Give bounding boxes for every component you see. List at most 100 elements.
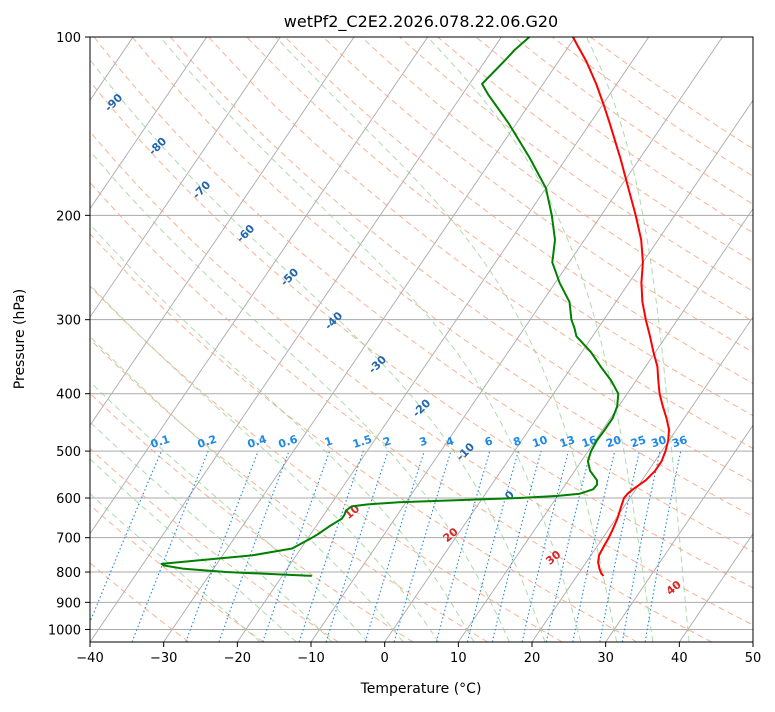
moist-adiabat-label: -30: [366, 353, 389, 376]
isotherm-line: [0, 37, 280, 642]
moist-adiabat-label: -50: [278, 265, 301, 288]
isotherm-line: [606, 37, 775, 642]
mixing-ratio-line: [436, 451, 489, 642]
isotherm-line: [753, 37, 775, 642]
dry-adiabat-line: [0, 37, 413, 642]
isotherm-line: [679, 37, 775, 642]
moist-adiabat-label: -90: [102, 91, 125, 114]
mixing-ratio-label: 1.5: [351, 433, 374, 451]
dry-adiabat-line: [170, 37, 775, 642]
y-tick-label: 600: [56, 492, 81, 507]
profile-lines: [162, 37, 670, 576]
dry-adiabat-line: [209, 37, 775, 642]
mixing-ratio-label: 8: [512, 434, 523, 449]
y-tick-label: 500: [56, 445, 81, 460]
dry-adiabat-line: [0, 37, 637, 642]
mixing-ratio-line: [600, 451, 640, 642]
mixing-ratio-line: [365, 451, 424, 642]
chart-title: wetPf2_C2E2.2026.078.22.06.G20: [284, 12, 558, 32]
x-axis-label: Temperature (°C): [360, 681, 482, 697]
mixing-ratio-line: [468, 451, 519, 642]
mixing-ratio-line: [492, 451, 541, 642]
dry-adiabat-line: [0, 37, 338, 642]
dry-adiabat-line: [438, 37, 775, 642]
mixing-ratio-label: 20: [604, 433, 623, 450]
y-tick-label: 300: [56, 314, 81, 329]
x-tick-label: 30: [597, 651, 614, 666]
isotherm-line: [90, 37, 501, 642]
dry-adiabat-line: [0, 37, 712, 642]
mixing-ratio-label: 1: [323, 434, 334, 449]
mixing-ratio-line: [394, 451, 451, 642]
mixing-ratio-label: 0.1: [149, 433, 172, 451]
moist-adiabat-label: -70: [190, 178, 213, 201]
mixing-ratio-line: [82, 451, 162, 642]
background-lines: [0, 37, 775, 642]
mixing-ratio-label: 4: [444, 434, 456, 449]
moist-adiabat-line: [0, 37, 368, 642]
y-tick-label: 100: [56, 31, 81, 46]
x-tick-label: 40: [671, 651, 688, 666]
plot-frame: [90, 37, 753, 642]
x-tick-label: 0: [381, 651, 389, 666]
y-axis-label: Pressure (hPa): [12, 289, 28, 389]
dry-adiabat-line: [94, 37, 775, 642]
mixing-ratio-label: 0.6: [277, 432, 300, 450]
isotherm-line: [16, 37, 427, 642]
moist-adiabat-line: [0, 37, 474, 642]
mixing-ratio-label: 2: [381, 434, 392, 449]
dry-adiabat-label: 30: [543, 548, 563, 568]
isotherm-line: [0, 37, 354, 642]
isotherm-line: [0, 37, 59, 642]
mixing-ratio-label: 0.2: [196, 433, 219, 451]
mixing-ratio-label: 10: [531, 433, 550, 450]
y-tick-label: 900: [56, 596, 81, 611]
y-tick-label: 800: [56, 566, 81, 581]
y-tick-label: 200: [56, 209, 81, 224]
x-tick-label: −30: [150, 651, 177, 666]
dewpoint-profile-line: [162, 37, 619, 576]
y-tick-label: 400: [56, 388, 81, 403]
y-tick-label: 1000: [48, 623, 81, 638]
dry-adiabat-line: [0, 37, 264, 642]
isotherm-line: [532, 37, 775, 642]
mixing-ratio-label: 0.4: [246, 432, 269, 450]
dry-adiabat-line: [476, 37, 775, 642]
moist-adiabat-line: [6, 37, 510, 642]
moist-adiabat-label: -20: [410, 396, 433, 419]
moist-adiabat-line: [0, 37, 260, 642]
x-tick-label: −10: [297, 651, 324, 666]
dry-adiabat-line: [0, 37, 189, 642]
moist-adiabat-label: -60: [234, 222, 257, 245]
mixing-ratio-line: [645, 451, 681, 642]
moist-adiabat-line: [0, 37, 403, 642]
moist-adiabat-line: [428, 37, 653, 642]
dry-adiabat-line: [323, 37, 775, 642]
mixing-ratio-line: [622, 451, 660, 642]
mixing-ratio-label: 25: [629, 433, 648, 450]
x-tick-label: −40: [76, 651, 103, 666]
mixing-ratio-line: [326, 451, 388, 642]
x-tick-label: 10: [450, 651, 467, 666]
moist-adiabat-line: [0, 37, 332, 642]
mixing-ratio-label: 13: [558, 433, 577, 450]
moist-adiabat-label: -80: [146, 135, 169, 158]
mixing-ratio-label: 3: [418, 434, 429, 449]
x-tick-label: −20: [224, 651, 251, 666]
moist-adiabat-label: -40: [322, 309, 345, 332]
x-tick-label: 20: [524, 651, 541, 666]
moist-adiabat-label: -10: [454, 440, 477, 463]
mixing-ratio-label: 36: [670, 433, 689, 450]
x-tick-label: 50: [745, 651, 762, 666]
isotherm-line: [237, 37, 648, 642]
dry-adiabat-label: 40: [664, 578, 684, 598]
dry-adiabat-line: [361, 37, 775, 642]
y-tick-label: 700: [56, 532, 81, 547]
dry-adiabat-line: [285, 37, 775, 642]
isotherm-line: [0, 37, 207, 642]
isotherm-line: [164, 37, 575, 642]
moist-adiabat-label: -100: [55, 44, 84, 73]
